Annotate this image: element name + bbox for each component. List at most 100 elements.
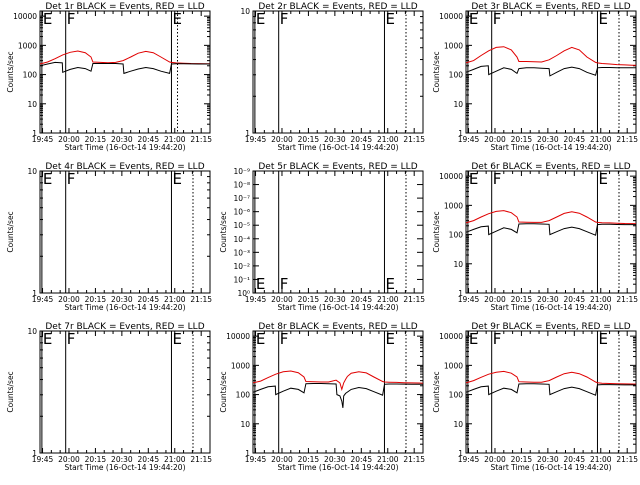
- x-tick-label: 20:30: [111, 455, 133, 464]
- marker-label: F: [280, 275, 289, 293]
- y-tick-label: 10000: [13, 12, 37, 21]
- x-tick-label: 21:15: [403, 455, 425, 464]
- marker-label: E: [172, 170, 181, 188]
- x-tick-label: 19:45: [245, 135, 267, 144]
- x-axis-label: Start Time (16-Oct-14 19:44:20): [277, 143, 398, 152]
- x-tick-label: 20:00: [271, 135, 293, 144]
- y-tick-label: 1000: [231, 361, 250, 370]
- panel-title: Det 4r BLACK = Events, RED = LLD: [45, 162, 204, 172]
- x-tick-label: 21:00: [590, 295, 612, 304]
- x-tick-label: 21:15: [190, 455, 212, 464]
- x-axis-label: Start Time (16-Oct-14 19:44:20): [64, 463, 185, 472]
- series-events-black: [39, 61, 210, 75]
- x-tick-label: 19:45: [32, 295, 54, 304]
- panel-7: Det 7r BLACK = Events, RED = LLD 19:45 20:…: [6, 322, 212, 472]
- y-tick-label: 10000: [439, 332, 463, 341]
- x-tick-label: 20:15: [298, 455, 320, 464]
- y-tick-label: 1: [245, 129, 250, 138]
- marker-label: E: [43, 330, 52, 348]
- panel-1: Det 1r BLACK = Events, RED = LLD 19:45 20:…: [6, 2, 212, 152]
- x-tick-label: 20:45: [137, 455, 159, 464]
- x-tick-label: 20:30: [324, 455, 346, 464]
- panel-3: Det 3r BLACK = Events, RED = LLD 19:45 20:…: [432, 2, 638, 152]
- y-tick-label: 10000: [226, 332, 250, 341]
- x-tick-label: 20:00: [271, 295, 293, 304]
- panel-title: Det 9r BLACK = Events, RED = LLD: [471, 322, 630, 332]
- marker-label: E: [469, 330, 478, 348]
- x-tick-label: 20:15: [298, 135, 320, 144]
- y-axis-label: Counts/sec: [432, 371, 441, 412]
- panel-9: Det 9r BLACK = Events, RED = LLD 19:45 20:…: [432, 322, 638, 472]
- y-tick-label: 10: [240, 420, 250, 429]
- series-events-black: [465, 223, 636, 236]
- plot-frame: [39, 10, 211, 134]
- marker-label: E: [385, 275, 394, 293]
- marker-label: E: [598, 10, 607, 28]
- x-tick-label: 20:45: [350, 295, 372, 304]
- y-tick-label: 100: [449, 71, 464, 80]
- panel-title: Det 8r BLACK = Events, RED = LLD: [258, 322, 417, 332]
- y-tick-label: 10000: [439, 172, 463, 181]
- x-tick-label: 21:00: [590, 135, 612, 144]
- x-tick-label: 20:45: [563, 295, 585, 304]
- marker-label: F: [280, 10, 289, 28]
- x-tick-label: 21:00: [164, 295, 186, 304]
- marker-label: F: [67, 330, 76, 348]
- panel-2: Det 2r BLACK = Events, RED = LLD 19:45 20:…: [240, 2, 425, 152]
- y-axis-label: Counts/sec: [219, 211, 228, 252]
- x-tick-label: 20:30: [537, 135, 559, 144]
- y-tick-label: 100: [449, 231, 464, 240]
- x-axis-label: Start Time (16-Oct-14 19:44:20): [277, 303, 398, 312]
- y-tick-label: 1000: [444, 361, 463, 370]
- y-tick-label: 1: [458, 129, 463, 138]
- x-tick-label: 20:00: [58, 135, 80, 144]
- y-tick-label: 1: [32, 289, 37, 298]
- marker-label: F: [493, 170, 502, 188]
- x-tick-label: 20:15: [511, 135, 533, 144]
- y-tick-label: 10: [453, 100, 463, 109]
- y-tick-label: 10⁻⁹: [233, 167, 250, 176]
- series-events-black: [465, 383, 636, 396]
- x-tick-label: 20:45: [137, 135, 159, 144]
- series-events-black: [252, 383, 423, 408]
- panel-4: Det 4r BLACK = Events, RED = LLD 19:45 20:…: [6, 162, 212, 312]
- y-tick-label: 1: [458, 449, 463, 458]
- series-lld-red: [465, 46, 636, 66]
- x-tick-label: 20:45: [350, 135, 372, 144]
- x-tick-label: 20:30: [324, 135, 346, 144]
- marker-label: E: [43, 10, 52, 28]
- x-axis-label: Start Time (16-Oct-14 19:44:20): [490, 463, 611, 472]
- x-tick-label: 20:15: [85, 295, 107, 304]
- y-tick-label: 10: [27, 167, 37, 176]
- x-tick-label: 19:45: [458, 295, 480, 304]
- marker-label: E: [598, 330, 607, 348]
- x-tick-label: 21:00: [164, 455, 186, 464]
- series-events-black: [465, 65, 636, 77]
- y-tick-label: 10⁻⁸: [233, 181, 250, 190]
- x-tick-label: 20:30: [111, 295, 133, 304]
- y-tick-label: 1: [32, 449, 37, 458]
- marker-label: F: [280, 330, 289, 348]
- x-tick-label: 21:00: [164, 135, 186, 144]
- plot-frame: [39, 330, 211, 454]
- y-tick-label: 100: [23, 71, 38, 80]
- x-tick-label: 19:45: [32, 455, 54, 464]
- x-tick-label: 20:00: [484, 455, 506, 464]
- y-tick-label: 10: [27, 100, 37, 109]
- x-tick-label: 20:00: [58, 295, 80, 304]
- marker-label: F: [493, 330, 502, 348]
- panel-title: Det 5r BLACK = Events, RED = LLD: [258, 162, 417, 172]
- y-axis-label: Counts/sec: [6, 211, 15, 252]
- x-tick-label: 21:15: [616, 135, 638, 144]
- y-tick-label: 1000: [444, 201, 463, 210]
- x-tick-label: 21:15: [403, 135, 425, 144]
- marker-label: E: [256, 330, 265, 348]
- y-tick-label: 10⁻⁴: [233, 235, 250, 244]
- panel-6: Det 6r BLACK = Events, RED = LLD 19:45 20:…: [432, 162, 638, 312]
- plot-frame: [252, 10, 424, 134]
- series-lld-red: [252, 370, 424, 392]
- x-tick-label: 20:45: [563, 455, 585, 464]
- marker-label: E: [256, 275, 265, 293]
